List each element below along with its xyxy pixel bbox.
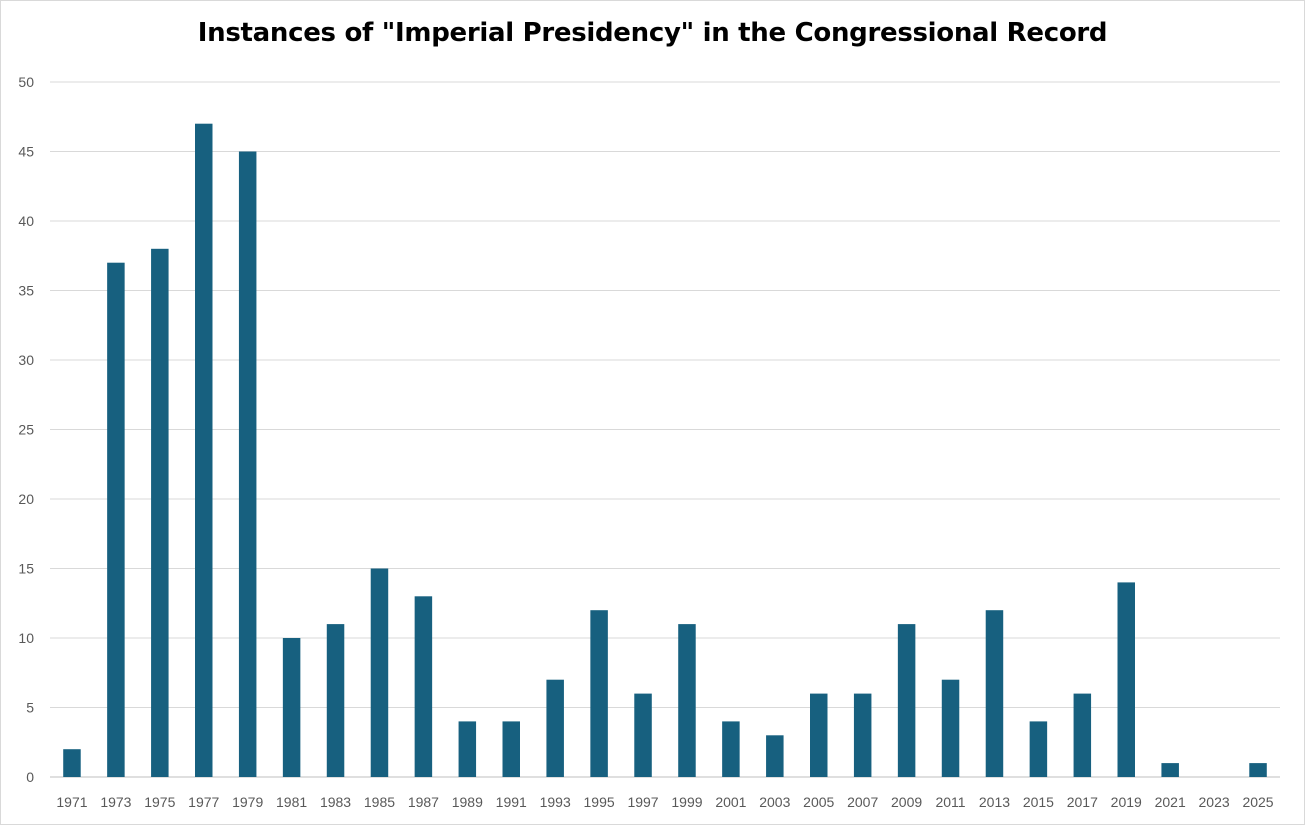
x-tick-label: 2001 (715, 794, 746, 810)
bar-1977 (195, 123, 213, 777)
x-tick-label: 1983 (320, 794, 351, 810)
x-tick-label: 1991 (496, 794, 527, 810)
x-tick-label: 2017 (1067, 794, 1098, 810)
bar-2007 (853, 693, 872, 777)
x-tick-label: 1977 (188, 794, 219, 810)
y-tick-label: 35 (18, 283, 34, 299)
bar-1985 (370, 568, 389, 777)
y-tick-label: 10 (18, 630, 34, 646)
y-tick-label: 40 (18, 213, 34, 229)
x-tick-label: 1975 (144, 794, 175, 810)
x-tick-label: 1995 (584, 794, 615, 810)
y-tick-label: 5 (26, 700, 34, 716)
bar-1983 (326, 624, 345, 777)
bar-2009 (897, 624, 916, 777)
x-tick-label: 2003 (759, 794, 790, 810)
bar-2021 (1161, 763, 1179, 777)
x-tick-label: 2011 (935, 794, 965, 810)
bar-1999 (678, 624, 696, 777)
bar-2019 (1117, 582, 1135, 777)
bar-1971 (63, 749, 81, 777)
y-tick-label: 15 (18, 561, 34, 577)
x-tick-label: 1997 (627, 794, 658, 810)
y-tick-label: 25 (18, 422, 34, 438)
x-tick-label: 2007 (847, 794, 878, 810)
bar-1997 (634, 693, 652, 777)
bar-2025 (1249, 763, 1267, 777)
x-tick-label: 2021 (1155, 794, 1186, 810)
bar-2011 (941, 679, 960, 777)
x-tick-label: 2005 (803, 794, 834, 810)
bar-1991 (502, 721, 520, 777)
bar-1981 (282, 638, 301, 777)
y-tick-label: 50 (18, 74, 34, 90)
x-tick-label: 1993 (540, 794, 571, 810)
bar-1993 (546, 679, 564, 777)
bar-1989 (458, 721, 477, 777)
bar-1973 (107, 262, 125, 777)
x-tick-label: 2013 (979, 794, 1010, 810)
x-tick-label: 1987 (408, 794, 439, 810)
bar-2013 (985, 610, 1004, 777)
x-tick-label: 1973 (100, 794, 131, 810)
bar-2015 (1029, 721, 1048, 777)
x-tick-label: 2025 (1242, 794, 1273, 810)
y-tick-label: 20 (18, 491, 34, 507)
bar-2017 (1073, 693, 1092, 777)
bar-2001 (722, 721, 740, 777)
x-tick-label: 1989 (452, 794, 483, 810)
bar-2003 (766, 735, 784, 777)
x-tick-label: 1971 (56, 794, 87, 810)
x-tick-label: 1979 (232, 794, 263, 810)
x-tick-label: 1999 (671, 794, 702, 810)
x-tick-label: 1981 (276, 794, 307, 810)
chart-title: Instances of "Imperial Presidency" in th… (197, 18, 1108, 48)
x-tick-label: 2009 (891, 794, 922, 810)
x-tick-label: 2015 (1023, 794, 1054, 810)
bar-1975 (151, 248, 169, 778)
x-tick-label: 2019 (1111, 794, 1142, 810)
bar-1995 (590, 610, 608, 777)
bar-1979 (238, 151, 257, 777)
bar-2005 (810, 693, 828, 777)
x-tick-label: 2023 (1199, 794, 1230, 810)
y-tick-label: 30 (18, 352, 34, 368)
y-tick-label: 45 (18, 144, 34, 160)
bar-1987 (414, 596, 433, 777)
y-tick-label: 0 (26, 769, 34, 785)
x-tick-label: 1985 (364, 794, 395, 810)
